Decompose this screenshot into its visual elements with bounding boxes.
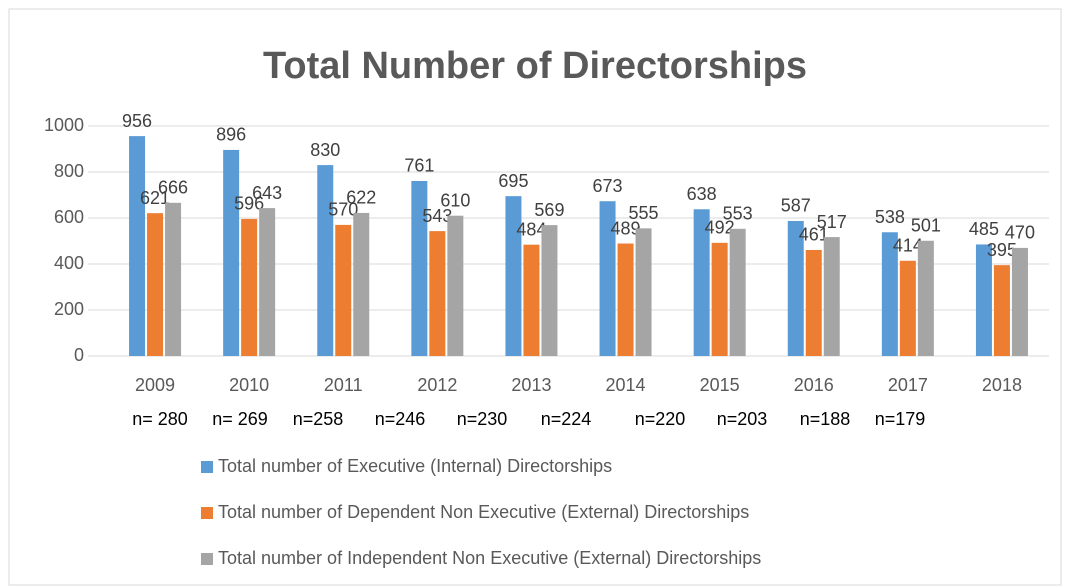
legend-label: Total number of Independent Non Executiv… [218,548,761,568]
bar [129,136,146,356]
data-label: 830 [310,140,340,160]
bar [787,220,804,356]
bar [599,201,616,356]
data-label: 489 [611,218,641,238]
bar [823,237,840,356]
data-label: 643 [252,183,282,203]
data-label: 470 [1005,223,1035,243]
bar [541,225,558,356]
y-tick-label: 800 [54,161,84,181]
legend-label: Total number of Dependent Non Executive … [218,502,749,522]
data-label: 395 [987,240,1017,260]
data-label: 517 [817,212,847,232]
data-label: 596 [234,194,264,214]
bar [241,218,258,356]
x-tick-label: 2018 [982,375,1022,395]
x-tick-label: 2011 [324,375,363,395]
data-label: 622 [346,188,376,208]
annotation: n=230 [457,409,508,429]
annotation: n=179 [875,409,926,429]
data-label: 569 [534,200,564,220]
y-tick-label: 1000 [44,115,84,135]
bar [693,209,710,356]
data-label: 621 [140,188,170,208]
y-tick-label: 0 [74,345,84,365]
data-label: 484 [516,219,546,239]
data-label: 610 [440,190,470,210]
legend-swatch [201,461,213,473]
data-label: 896 [216,125,246,145]
bar [805,249,822,356]
x-tick-label: 2009 [135,375,175,395]
data-label: 461 [799,225,829,245]
data-label: 485 [969,219,999,239]
annotation: n= 280 [132,409,188,429]
data-label: 570 [328,200,358,220]
chart-title: Total Number of Directorships [263,45,807,87]
legend-label: Total number of Executive (Internal) Dir… [218,456,612,476]
bar [617,243,634,356]
data-label: 587 [781,196,811,216]
bar [917,240,934,356]
bar [993,265,1010,356]
x-tick-label: 2015 [700,375,740,395]
y-tick-label: 200 [54,299,84,319]
data-label: 553 [723,204,753,224]
bar [317,165,334,356]
bar [429,231,446,356]
bar [711,242,728,356]
y-tick-label: 600 [54,207,84,227]
bar [975,244,992,356]
annotation: n=246 [375,409,426,429]
data-label: 638 [687,184,717,204]
x-tick-label: 2016 [794,375,834,395]
annotation: n=224 [541,409,592,429]
bar [447,215,464,356]
x-tick-label: 2014 [606,375,646,395]
annotation: n=188 [800,409,851,429]
data-label: 414 [893,236,923,256]
y-tick-label: 400 [54,253,84,273]
data-label: 666 [158,178,188,198]
bar [1011,247,1028,356]
bar [147,213,164,356]
bar [729,228,746,356]
legend-swatch [201,553,213,565]
bar [223,149,240,356]
annotation: n=220 [635,409,686,429]
bar [165,202,182,356]
bar [411,180,428,356]
data-label: 492 [705,218,735,238]
annotation: n=203 [717,409,768,429]
x-tick-label: 2012 [417,375,457,395]
bar [899,260,916,356]
x-tick-label: 2017 [888,375,928,395]
data-label: 501 [911,216,941,236]
data-label: 543 [422,206,452,226]
legend-swatch [201,507,213,519]
data-label: 555 [629,203,659,223]
bar [353,212,370,356]
bar [505,196,522,356]
data-label: 673 [593,176,623,196]
x-tick-label: 2010 [229,375,269,395]
data-label: 761 [404,156,434,176]
annotation: n= 269 [212,409,268,429]
bar [523,244,540,356]
bar [259,208,276,356]
bar [881,232,898,356]
bar [335,224,352,356]
data-label: 956 [122,111,152,131]
annotation: n=258 [293,409,344,429]
bar [635,228,652,356]
data-label: 538 [875,207,905,227]
x-tick-label: 2013 [511,375,551,395]
data-label: 695 [498,171,528,191]
